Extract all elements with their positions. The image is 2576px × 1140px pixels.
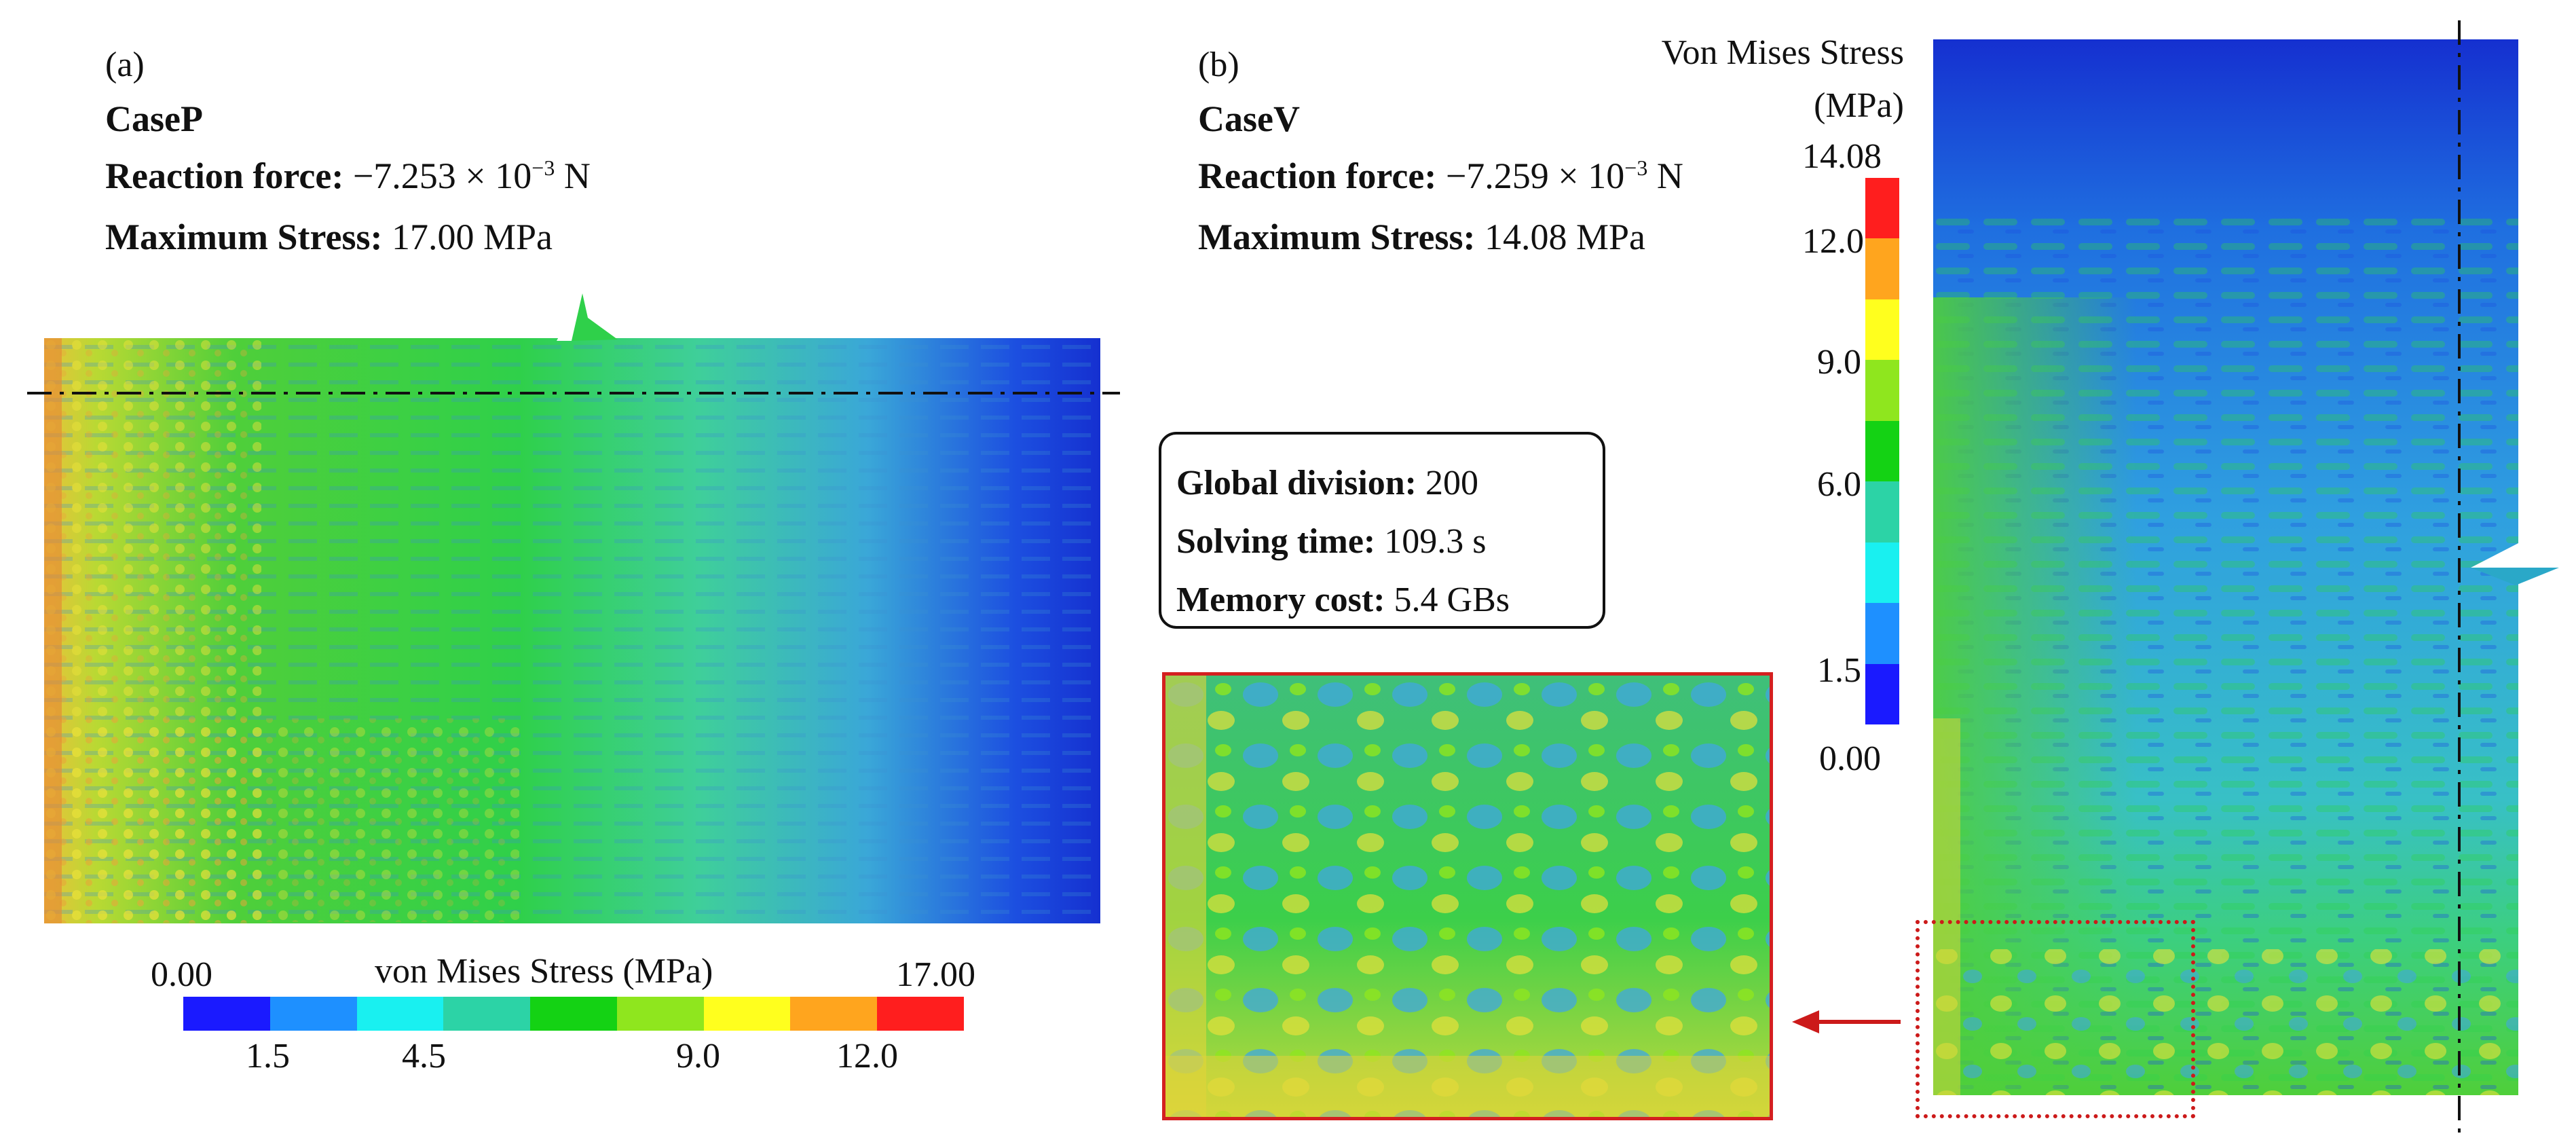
panel-a-colorbar-segment — [530, 997, 617, 1031]
global-division: Global division: 200 — [1176, 463, 1478, 503]
panel-b-tick-1: 12.0 — [1802, 222, 1864, 261]
panel-b-colorbar-title-line2: (MPa) — [1814, 86, 1904, 125]
panel-b-colorbar-segment — [1865, 360, 1899, 421]
panel-b-colorbar-segment — [1865, 542, 1899, 604]
zoom-region-box — [1916, 920, 2195, 1118]
solver-info-box: Global division: 200 Solving time: 109.3… — [1159, 432, 1605, 629]
panel-b-colorbar-title-line1: Von Mises Stress — [1661, 33, 1904, 72]
solving-time-value: 109.3 s — [1375, 522, 1487, 561]
panel-a-colorbar-segment — [183, 997, 270, 1031]
memory-cost-label: Memory cost: — [1176, 581, 1385, 619]
panel-b-colorbar-min: 0.00 — [1819, 739, 1881, 778]
panel-a-reaction-force: Reaction force: −7.253 × 10−3 N — [105, 155, 591, 196]
panel-a-tick-3: 9.0 — [676, 1037, 720, 1075]
panel-b-case-name: CaseV — [1198, 98, 1300, 139]
panel-a-colorbar-min: 0.00 — [151, 955, 212, 994]
panel-a-stress-value: 17.00 MPa — [382, 217, 553, 257]
panel-a-reaction-label: Reaction force: — [105, 155, 344, 196]
panel-b-colorbar-segment — [1865, 178, 1899, 239]
zoom-arrow — [1792, 1010, 1901, 1033]
global-division-value: 200 — [1417, 464, 1478, 502]
panel-a-tag: (a) — [105, 45, 145, 84]
panel-a-colorbar — [183, 997, 965, 1031]
panel-a-colorbar-segment — [269, 997, 357, 1031]
solving-time-label: Solving time: — [1176, 522, 1376, 561]
memory-cost: Memory cost: 5.4 GBs — [1176, 580, 1510, 620]
panel-b-max-stress: Maximum Stress: 14.08 MPa — [1198, 219, 1645, 255]
panel-b-reaction-label: Reaction force: — [1198, 155, 1437, 196]
panel-b-tag: (b) — [1198, 45, 1239, 84]
panel-a-case-name: CaseP — [105, 98, 203, 139]
memory-cost-value: 5.4 GBs — [1385, 581, 1510, 619]
panel-a-stress-label: Maximum Stress: — [105, 217, 383, 257]
panel-b-tick-3: 6.0 — [1817, 465, 1861, 504]
panel-b-colorbar-max: 14.08 — [1802, 137, 1882, 176]
panel-a-reaction-unit: N — [555, 155, 591, 196]
panel-a-colorbar-max: 17.00 — [896, 955, 975, 994]
panel-a-tick-2: 4.5 — [402, 1037, 446, 1075]
panel-a-colorbar-segment — [356, 997, 444, 1031]
panel-b-stress-field — [1933, 39, 2518, 1095]
panel-b-colorbar-segment — [1865, 663, 1899, 724]
panel-a-tick-4: 12.0 — [836, 1037, 898, 1075]
panel-b-reaction-unit: N — [1647, 155, 1683, 196]
panel-a-symmetry-line — [27, 392, 1120, 394]
solving-time: Solving time: 109.3 s — [1176, 521, 1486, 562]
panel-a-stress-field — [44, 338, 1100, 923]
panel-b-colorbar-segment — [1865, 238, 1899, 299]
panel-a-reaction-mantissa: −7.253 × 10 — [352, 155, 532, 196]
panel-b-stress-value: 14.08 MPa — [1475, 217, 1645, 257]
panel-b-load-marker — [2471, 543, 2559, 585]
panel-a-tick-1: 1.5 — [246, 1037, 290, 1075]
panel-a-reaction-exp: −3 — [531, 155, 555, 180]
zoom-inset — [1162, 672, 1773, 1120]
panel-b-colorbar-segment — [1865, 299, 1899, 361]
panel-b-colorbar-segment — [1865, 481, 1899, 543]
panel-b-stress-label: Maximum Stress: — [1198, 217, 1476, 257]
panel-b-tick-4: 1.5 — [1817, 651, 1861, 690]
panel-a-load-marker — [557, 293, 618, 341]
panel-b-reaction-force: Reaction force: −7.259 × 10−3 N — [1198, 155, 1683, 196]
panel-a-colorbar-segment — [443, 997, 531, 1031]
panel-a-colorbar-title: von Mises Stress (MPa) — [375, 952, 713, 991]
panel-b-colorbar — [1865, 178, 1899, 724]
panel-a-colorbar-segment — [877, 997, 965, 1031]
panel-a-max-stress: Maximum Stress: 17.00 MPa — [105, 219, 553, 255]
panel-b-tick-2: 9.0 — [1817, 343, 1861, 382]
panel-b-reaction-mantissa: −7.259 × 10 — [1445, 155, 1625, 196]
panel-b-symmetry-line — [2458, 20, 2461, 1137]
panel-b-colorbar-segment — [1865, 603, 1899, 664]
panel-a-colorbar-segment — [703, 997, 791, 1031]
panel-b-reaction-exp: −3 — [1624, 155, 1648, 180]
panel-a-colorbar-segment — [790, 997, 878, 1031]
panel-a-colorbar-segment — [616, 997, 704, 1031]
panel-b-colorbar-segment — [1865, 420, 1899, 482]
global-division-label: Global division: — [1176, 464, 1417, 502]
